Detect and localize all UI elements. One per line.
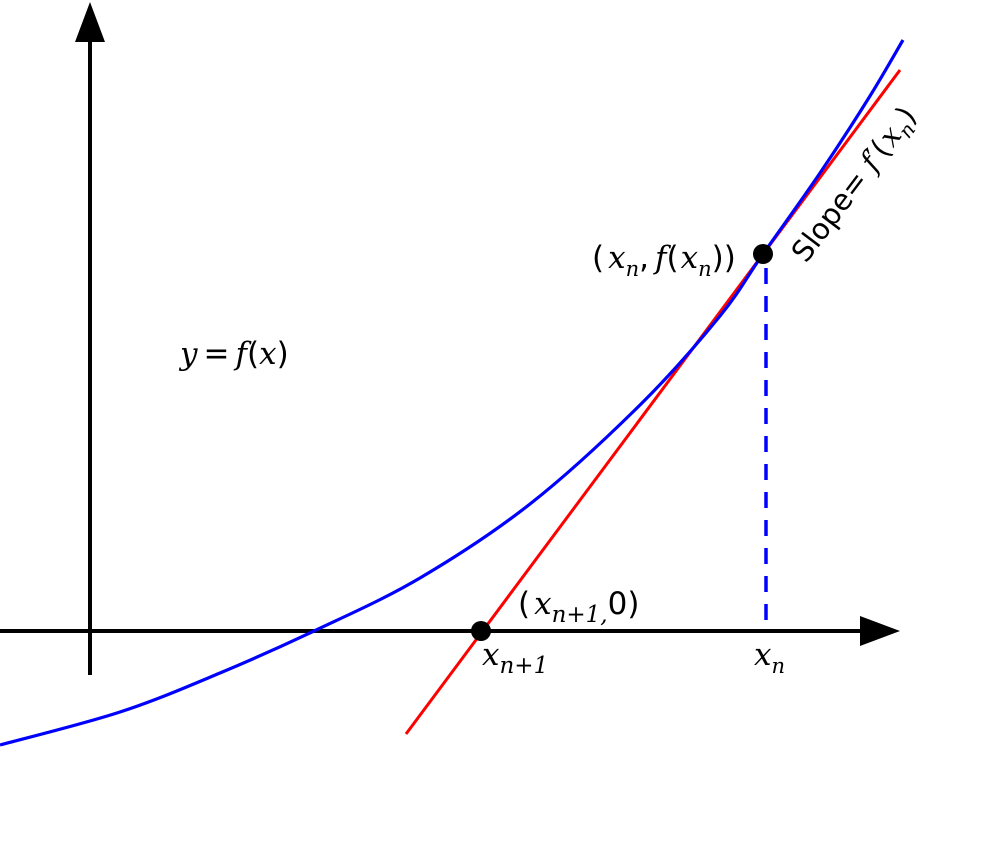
- root-point-label: (xn+1,0): [518, 586, 639, 628]
- point-xn-fxn: [753, 244, 773, 264]
- y-axis-arrowhead: [75, 2, 105, 42]
- tick-label-xn: xn: [754, 637, 785, 678]
- point-root-xn1: [471, 621, 491, 641]
- curve-label: y = f(x): [178, 336, 289, 372]
- tangent-line: [404, 69, 902, 735]
- tick-label-xn1: xn+1: [482, 637, 548, 679]
- point-xn-label: (xn, f(xn)): [592, 240, 736, 281]
- x-axis-arrowhead: [860, 616, 900, 646]
- function-curve: [0, 39, 905, 747]
- slope-label: Slope= f′(xn): [784, 100, 927, 271]
